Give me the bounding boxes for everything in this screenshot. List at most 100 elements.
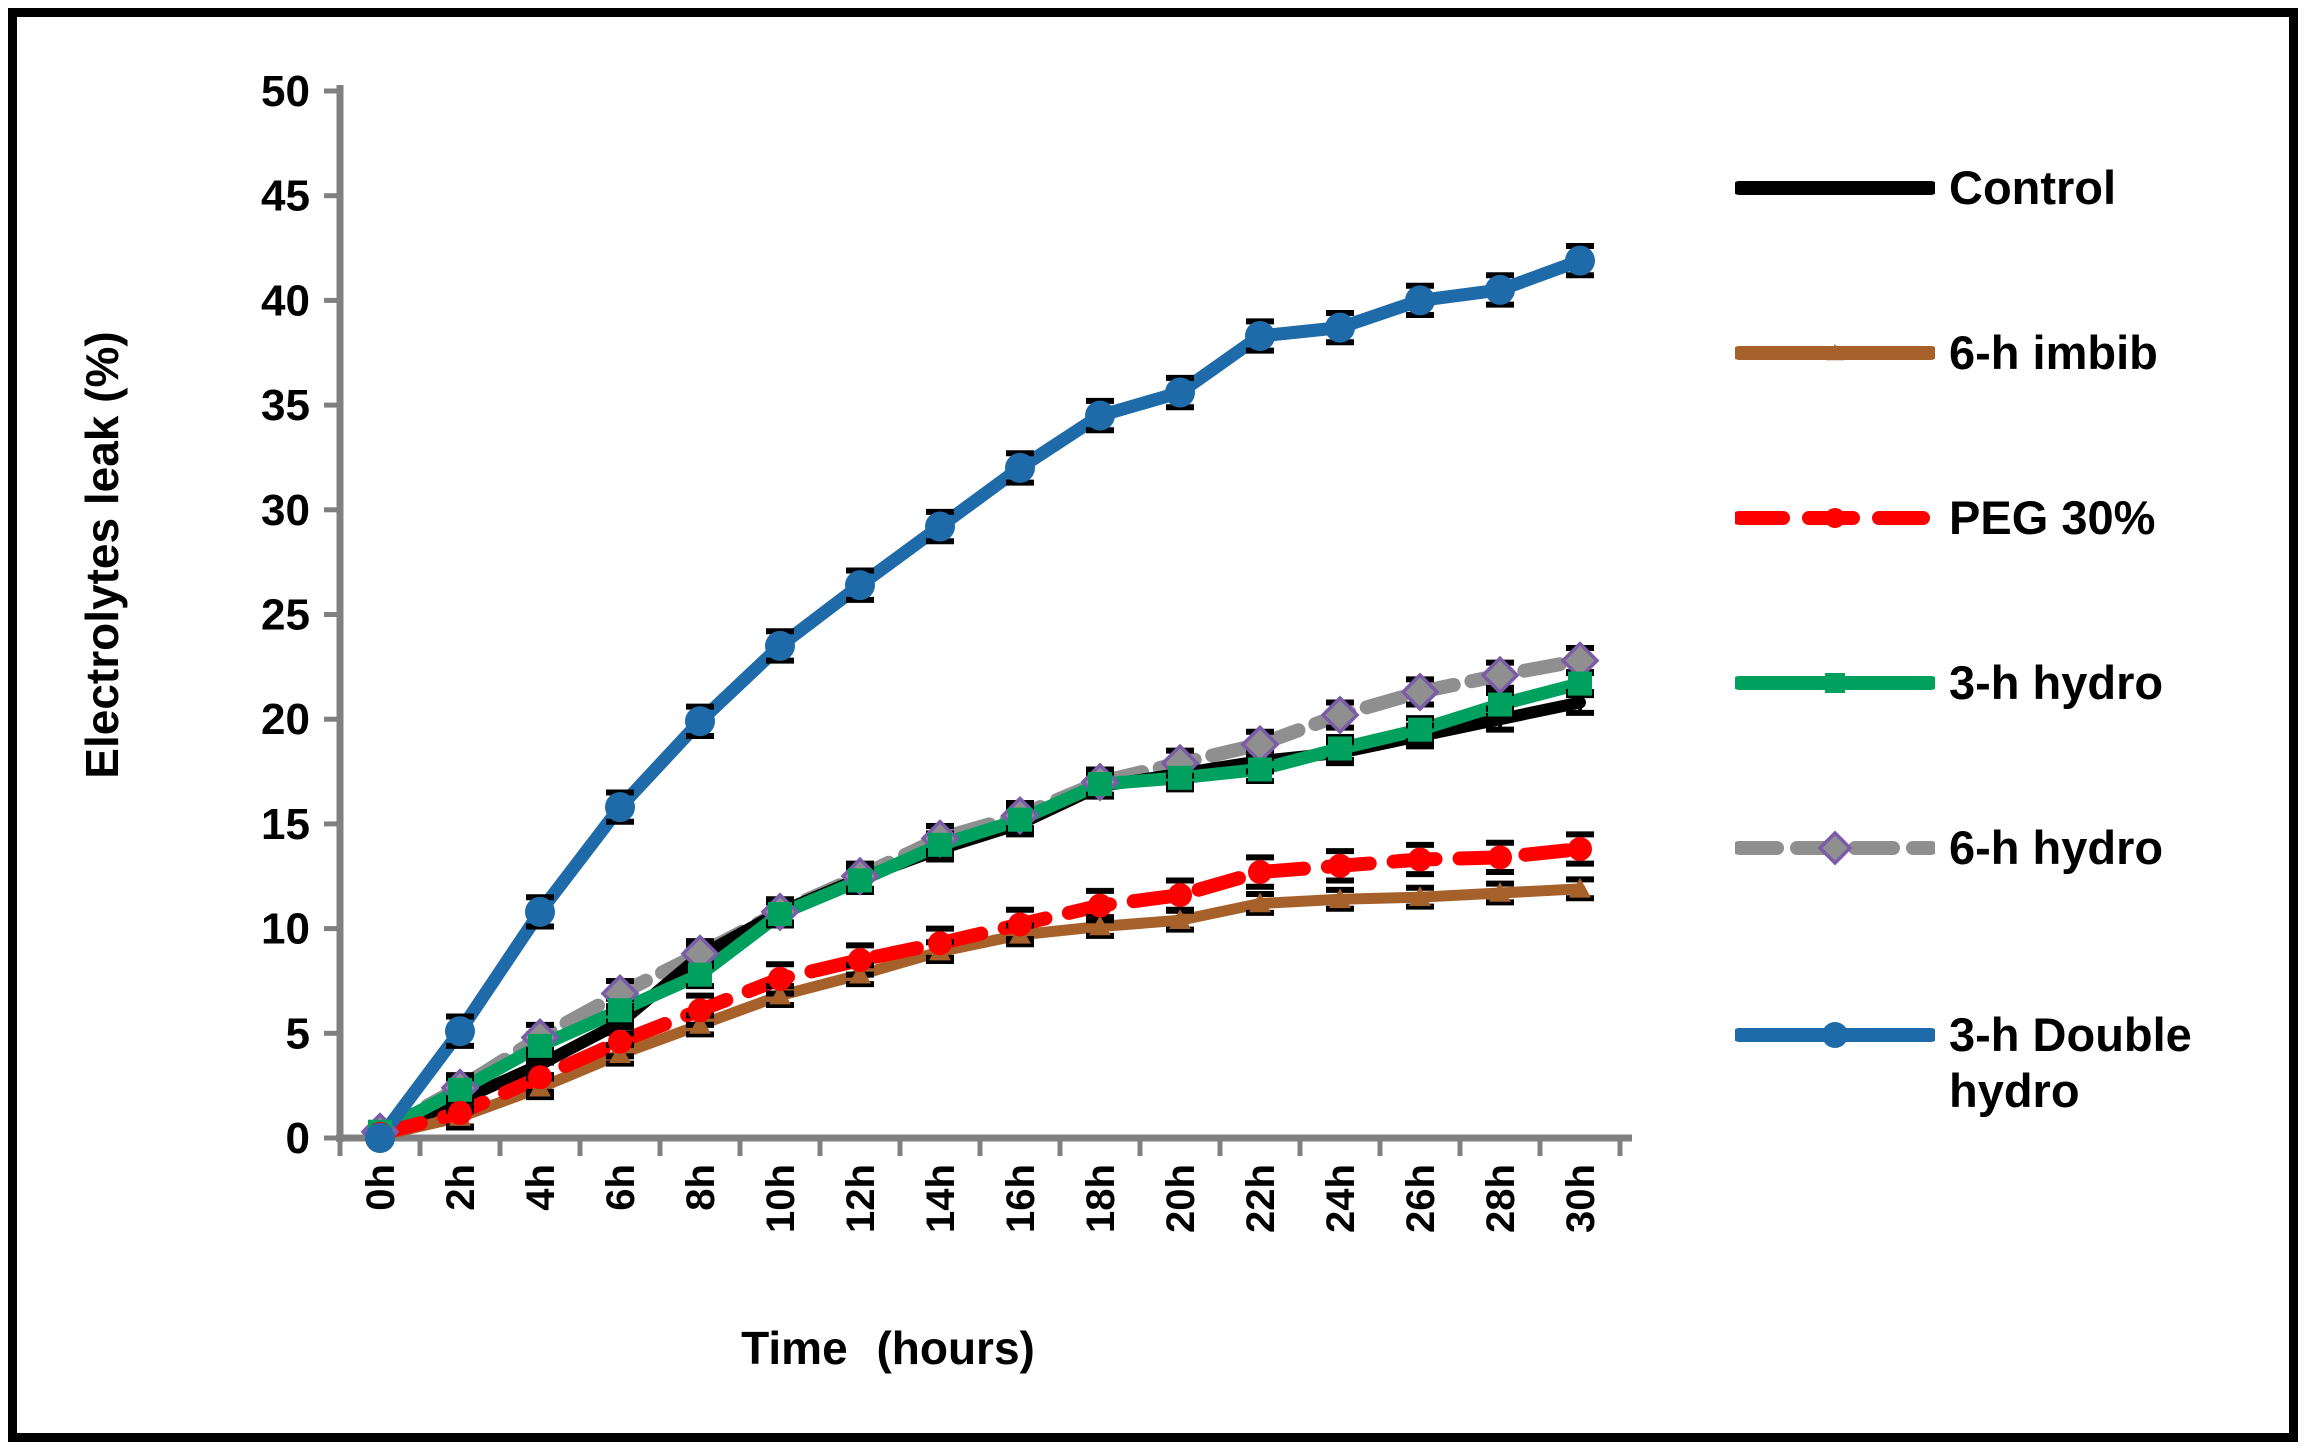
y-tick-label: 0 — [286, 1114, 310, 1163]
legend-label: 3-h Double hydro — [1949, 1008, 2192, 1117]
x-tick-label: 10h — [759, 1164, 803, 1233]
data-point — [1085, 400, 1115, 431]
data-point — [448, 1077, 472, 1102]
legend-item-control: Control — [1732, 160, 2117, 216]
data-point — [1088, 893, 1112, 918]
legend-swatch-peg-30 — [1732, 490, 1938, 546]
data-point — [849, 963, 871, 984]
x-tick-label: 18h — [1079, 1164, 1123, 1233]
data-point — [608, 998, 632, 1023]
legend-item-peg-30: PEG 30% — [1732, 490, 2156, 546]
data-point — [1400, 672, 1440, 712]
data-point — [448, 1100, 472, 1125]
data-point — [1008, 807, 1032, 832]
data-point — [1568, 837, 1592, 862]
series-markers-5 — [365, 245, 1595, 1153]
data-point — [528, 1065, 552, 1090]
data-point — [1568, 671, 1592, 696]
data-point — [685, 706, 715, 737]
data-point — [765, 630, 795, 661]
data-point — [1409, 886, 1431, 906]
legend-label: 6-h hydro — [1949, 821, 2164, 874]
data-point — [1165, 377, 1195, 408]
data-point — [1569, 877, 1591, 898]
data-point — [1488, 845, 1512, 870]
legend-swatch-6h-imbib — [1732, 325, 1938, 381]
legend-label: 3-h hydro — [1949, 656, 2164, 709]
data-point — [1089, 915, 1111, 936]
series-line-5 — [373, 254, 1587, 1145]
x-tick-label: 24h — [1319, 1164, 1363, 1233]
figure-border — [8, 8, 2298, 1442]
data-point — [1248, 757, 1272, 782]
legend-label: Control — [1949, 161, 2117, 214]
data-point — [689, 1013, 711, 1034]
data-point — [608, 1029, 632, 1054]
data-point — [1408, 847, 1432, 872]
legend-label: 6-h imbib — [1949, 326, 2158, 379]
data-point — [1325, 312, 1355, 343]
legend-swatch-3h-double-hydro — [1732, 1007, 1938, 1063]
data-point — [1826, 344, 1844, 361]
data-point — [928, 931, 952, 956]
data-point — [925, 511, 955, 542]
x-axis-title: Time (hours) — [741, 1322, 1035, 1374]
data-point — [688, 998, 712, 1023]
data-point — [1008, 912, 1032, 937]
x-tick-label: 0h — [359, 1164, 403, 1211]
data-point — [848, 948, 872, 973]
y-tick-label: 45 — [261, 172, 310, 221]
y-tick-label: 50 — [261, 67, 310, 116]
x-tick-label: 6h — [599, 1164, 643, 1211]
legend-item-3h-hydro: 3-h hydro — [1732, 655, 2164, 711]
y-tick-label: 35 — [261, 381, 310, 430]
y-tick-label: 15 — [261, 800, 310, 849]
data-point — [768, 966, 792, 991]
x-tick-label: 28h — [1479, 1164, 1523, 1233]
data-point — [1405, 285, 1435, 316]
x-tick-label: 16h — [999, 1164, 1043, 1233]
data-point — [1320, 695, 1360, 735]
axes: 0 5 10 15 20 25 30 35 40 45 50 0h 2h 4h 6h 8h 10h 12h 14h 1… — [261, 67, 1632, 1233]
y-tick-label: 20 — [261, 695, 310, 744]
x-tick-label: 20h — [1159, 1164, 1203, 1233]
data-point — [1489, 882, 1511, 902]
data-point — [1088, 772, 1112, 797]
x-tick-label: 14h — [919, 1164, 963, 1233]
data-point — [1328, 736, 1352, 761]
x-tick-label: 12h — [839, 1164, 883, 1233]
data-point — [1329, 888, 1351, 909]
legend: Control 6-h imbib PEG 30% 3-h hydro 6-h … — [1732, 0, 2295, 1450]
series-line-3 — [373, 677, 1587, 1139]
x-tick-label: 26h — [1399, 1164, 1443, 1233]
data-point — [1248, 860, 1272, 885]
x-tick-label: 4h — [519, 1164, 563, 1211]
data-point — [928, 832, 952, 857]
legend-item-6h-hydro: 6-h hydro — [1732, 820, 2164, 876]
legend-swatch-control — [1732, 160, 1938, 216]
data-point — [1005, 452, 1035, 483]
data-point — [1825, 673, 1845, 693]
data-point — [525, 896, 555, 927]
x-tick-label: 22h — [1239, 1164, 1283, 1233]
data-point — [605, 792, 635, 823]
data-point — [1249, 892, 1271, 913]
data-point — [1488, 692, 1512, 717]
data-point — [1480, 655, 1520, 695]
data-point — [848, 868, 872, 893]
y-tick-label: 25 — [261, 591, 310, 640]
data-point — [1168, 883, 1192, 908]
data-point — [845, 570, 875, 601]
data-point — [1169, 909, 1191, 930]
series-line-1 — [374, 883, 1586, 1142]
y-tick-label: 30 — [261, 486, 310, 535]
data-point — [768, 901, 792, 926]
data-point — [1168, 765, 1192, 790]
data-point — [769, 984, 791, 1005]
x-tick-label: 30h — [1559, 1164, 1603, 1233]
data-point — [1825, 508, 1845, 528]
data-point — [528, 1033, 552, 1058]
legend-swatch-6h-hydro — [1732, 820, 1938, 876]
y-axis-title: Electrolytes leak (%) — [76, 331, 128, 779]
legend-label: PEG 30% — [1949, 491, 2156, 544]
